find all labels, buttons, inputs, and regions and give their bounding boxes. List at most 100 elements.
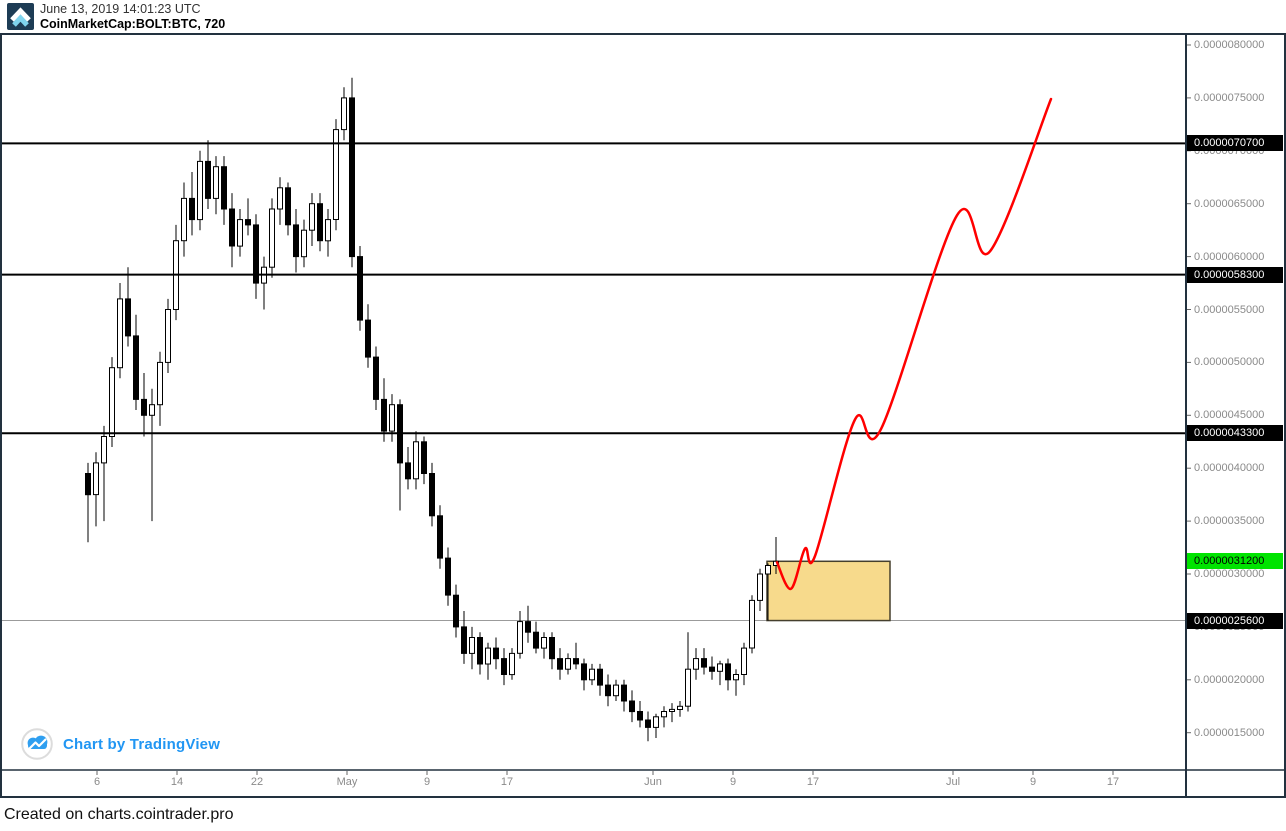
candle-body <box>693 658 699 670</box>
candle-body <box>517 621 523 654</box>
y-axis-label: 0.0000020000 <box>1194 673 1265 686</box>
candle-body <box>717 663 723 672</box>
candle-body <box>421 441 427 474</box>
candle-body <box>477 637 483 665</box>
candle-body <box>365 319 371 358</box>
candle-body <box>677 705 683 710</box>
candle-body <box>589 668 595 681</box>
candle-body <box>501 658 507 675</box>
candle-body <box>357 256 363 321</box>
candle-body <box>277 187 283 210</box>
x-axis-label: 6 <box>93 776 101 788</box>
candle-body <box>629 700 635 713</box>
candle-body <box>245 219 251 226</box>
candle-body <box>381 398 387 432</box>
candle-body <box>637 711 643 721</box>
price-level-badge: 0.0000070700 <box>1187 135 1283 152</box>
x-axis-label: 9 <box>1029 776 1037 788</box>
candle-body <box>373 356 379 400</box>
candle-body <box>309 203 315 231</box>
candle-body <box>597 668 603 686</box>
candle-body <box>293 224 299 258</box>
candle-body <box>125 298 131 337</box>
x-axis-label: 9 <box>423 776 431 788</box>
candle-body <box>437 515 443 559</box>
candle-body <box>605 684 611 697</box>
y-axis-label: 0.0000080000 <box>1194 39 1265 51</box>
y-axis-label: 0.0000055000 <box>1194 303 1265 316</box>
candle-body <box>725 663 731 681</box>
candle-body <box>101 436 107 464</box>
y-axis-label: 0.0000060000 <box>1194 250 1265 263</box>
candle-body <box>213 166 219 199</box>
candle-body <box>133 335 139 400</box>
candle-body <box>157 361 163 406</box>
candle-body <box>253 224 259 284</box>
candle-body <box>229 208 235 247</box>
chart-frame <box>0 33 1286 798</box>
y-axis-label: 0.0000065000 <box>1194 197 1265 210</box>
candle-body <box>93 462 99 496</box>
candle-body <box>557 658 563 670</box>
candle-body <box>117 298 123 369</box>
candle-body <box>509 652 515 676</box>
candle-body <box>541 637 547 649</box>
x-axis-label: 14 <box>170 776 184 788</box>
candle-body <box>165 309 171 363</box>
candle-body <box>613 684 619 697</box>
candle-body <box>709 666 715 672</box>
y-axis-label: 0.0000045000 <box>1194 409 1265 422</box>
candle-body <box>581 663 587 681</box>
candle-body <box>445 557 451 596</box>
candle-body <box>285 187 291 226</box>
candle-body <box>461 626 467 654</box>
chart-header: June 13, 2019 14:01:23 UTC CoinMarketCap… <box>0 0 1286 33</box>
candle-body <box>669 708 675 713</box>
candle-body <box>533 631 539 649</box>
candle-body <box>565 658 571 670</box>
candle-body <box>741 647 747 675</box>
candle-body <box>341 97 347 131</box>
x-axis-label: 9 <box>729 776 737 788</box>
projection-drawing[interactable] <box>775 97 1053 591</box>
candle-body <box>141 398 147 416</box>
y-axis-label: 0.0000040000 <box>1194 462 1265 475</box>
cointrader-logo-icon <box>7 3 34 30</box>
candle-body <box>765 565 771 575</box>
last-price-badge: 0.0000031200 <box>1187 553 1283 570</box>
tradingview-attribution-label[interactable]: Chart by TradingView <box>63 735 221 753</box>
candle-body <box>221 166 227 210</box>
candle-body <box>733 674 739 681</box>
candle-body <box>645 719 651 728</box>
candle-body <box>453 594 459 628</box>
y-axis-label: 0.0000050000 <box>1194 356 1265 369</box>
demand-zone-rectangle[interactable] <box>766 560 891 622</box>
x-axis-label: May <box>336 776 358 788</box>
y-axis-label: 0.0000015000 <box>1194 726 1265 739</box>
candle-body <box>205 160 211 199</box>
tradingview-attribution[interactable]: Chart by TradingView <box>21 727 220 761</box>
candlestick-series <box>85 77 779 742</box>
x-axis-label: Jul <box>945 776 961 788</box>
candle-body <box>237 219 243 247</box>
footer-credit: Created on charts.cointrader.pro <box>4 806 234 823</box>
candle-body <box>301 229 307 258</box>
candle-body <box>317 203 323 242</box>
candle-body <box>525 621 531 633</box>
candle-body <box>757 573 763 601</box>
candle-body <box>109 367 115 438</box>
chart-timestamp: June 13, 2019 14:01:23 UTC <box>40 2 201 16</box>
candle-body <box>621 684 627 702</box>
candle-body <box>701 658 707 668</box>
price-level-badge: 0.0000025600 <box>1187 612 1283 629</box>
candle-body <box>85 473 91 496</box>
candle-body <box>405 462 411 480</box>
candle-body <box>549 637 555 660</box>
candle-body <box>429 473 435 517</box>
tradingview-logo-icon <box>21 728 53 760</box>
candle-body <box>573 658 579 665</box>
candle-body <box>653 716 659 728</box>
candle-body <box>349 97 355 258</box>
